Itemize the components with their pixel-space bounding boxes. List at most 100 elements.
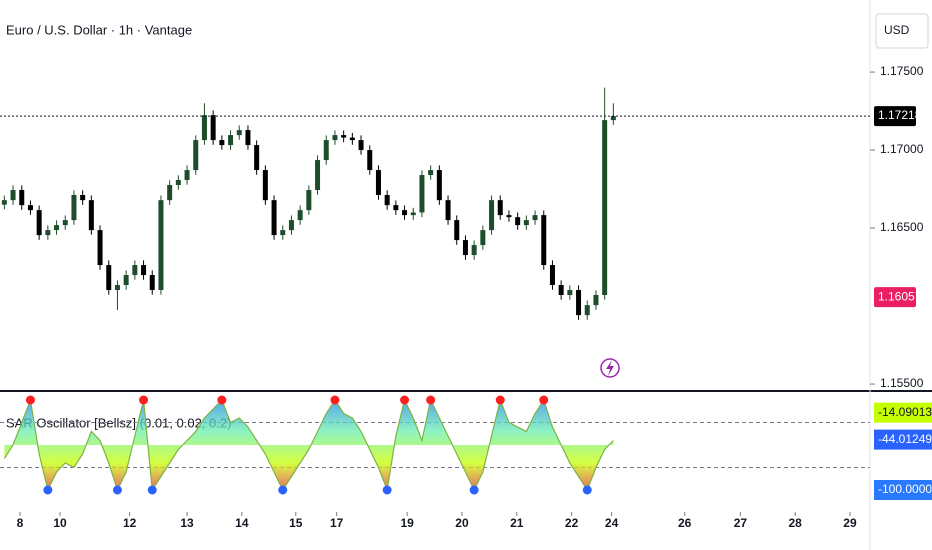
candle-body	[367, 150, 373, 171]
scale-label-box	[874, 480, 932, 500]
candle-body	[462, 240, 468, 256]
bottom-dot	[43, 485, 53, 495]
scale-label: -100.00000	[878, 482, 932, 496]
bottom-dot	[112, 485, 122, 495]
candle-body	[384, 195, 390, 206]
indicator-title: SAR Oscillator [Bellsz] (0.01, 0.02, 0.2…	[6, 415, 231, 430]
candle-body	[445, 200, 451, 221]
y-tick-label: 1.17500	[880, 64, 924, 78]
candle-body	[523, 220, 529, 226]
last-price-label: 1.17218	[878, 108, 922, 122]
bottom-dot	[147, 485, 157, 495]
top-dot	[426, 395, 436, 405]
bottom-dot	[582, 485, 592, 495]
top-dot	[139, 395, 149, 405]
x-tick-label: 27	[734, 516, 748, 530]
top-dot	[495, 395, 505, 405]
y-tick-label: 1.17000	[880, 142, 924, 156]
candle-body	[349, 137, 355, 141]
candle-body	[10, 190, 16, 201]
candle-body	[88, 200, 94, 231]
currency: USD	[884, 23, 910, 37]
candle-body	[567, 290, 573, 295]
candle-body	[454, 220, 460, 241]
candle-body	[97, 230, 103, 266]
candle-body	[71, 195, 77, 221]
candle-body	[114, 285, 120, 291]
flash-icon	[600, 358, 620, 378]
candle-body	[297, 210, 303, 221]
candle-body	[323, 140, 329, 161]
y-tick-label: 1.15500	[880, 376, 924, 390]
candle-body	[558, 285, 564, 295]
candle-body	[541, 215, 547, 266]
candle-body	[141, 265, 147, 276]
x-tick-label: 12	[123, 516, 137, 530]
candle-body	[393, 205, 399, 211]
candle-body	[271, 200, 277, 236]
candle-body	[254, 145, 260, 171]
candle-body	[288, 220, 294, 231]
oscillator-line	[3, 397, 614, 493]
candle-body	[193, 140, 199, 171]
candle-body	[236, 130, 242, 136]
candle-body	[106, 265, 112, 291]
scale-label: -14.09013	[878, 405, 932, 419]
candle-body	[175, 180, 181, 186]
candle-body	[358, 140, 364, 151]
candle-body	[210, 115, 216, 141]
candle-body	[436, 170, 442, 201]
candle-body	[410, 212, 416, 216]
top-dot	[217, 395, 227, 405]
marker-price-box	[874, 287, 916, 308]
scale-label-box	[874, 402, 932, 423]
x-tick-label: 21	[510, 516, 524, 530]
candle-body	[315, 160, 321, 191]
candle-body	[576, 290, 582, 316]
x-tick-label: 14	[235, 516, 249, 530]
x-tick-label: 15	[289, 516, 303, 530]
marker-price-label: 1.16057	[878, 289, 922, 303]
candle-body	[497, 200, 503, 216]
top-dot	[400, 395, 410, 405]
candle-body	[419, 175, 425, 213]
x-tick-label: 26	[678, 516, 692, 530]
candle-body	[219, 140, 225, 146]
x-tick-label: 17	[330, 516, 344, 530]
candle-body	[167, 185, 173, 201]
candle-body	[602, 120, 608, 295]
x-tick-label: 28	[789, 516, 803, 530]
candle-body	[201, 115, 207, 141]
candle-body	[489, 200, 495, 231]
x-tick-label: 22	[565, 516, 579, 530]
candle-body	[306, 190, 312, 211]
currency-button[interactable]	[875, 13, 929, 49]
candle-body	[62, 220, 68, 226]
x-tick-label: 10	[53, 516, 67, 530]
candle-body	[584, 305, 590, 316]
bottom-dot	[382, 485, 392, 495]
x-tick-label: 29	[843, 516, 857, 530]
bottom-dot	[278, 485, 288, 495]
candle-body	[593, 294, 599, 306]
candle-body	[132, 265, 138, 276]
candle-body	[532, 215, 538, 221]
x-tick-label: 20	[455, 516, 469, 530]
x-tick-label: 19	[400, 516, 414, 530]
candle-body	[428, 170, 434, 176]
candle-body	[402, 210, 408, 216]
candle-body	[262, 170, 268, 201]
candle-body	[123, 275, 129, 286]
top-dot	[539, 395, 549, 405]
candle-body	[149, 275, 155, 291]
candle-body	[80, 195, 86, 201]
candle-body	[228, 135, 234, 146]
candle-body	[549, 265, 555, 286]
candle-body	[158, 200, 164, 291]
candle-body	[27, 205, 33, 211]
candle-body	[515, 217, 521, 226]
scale-label-box	[874, 429, 932, 450]
candle-body	[19, 190, 25, 206]
